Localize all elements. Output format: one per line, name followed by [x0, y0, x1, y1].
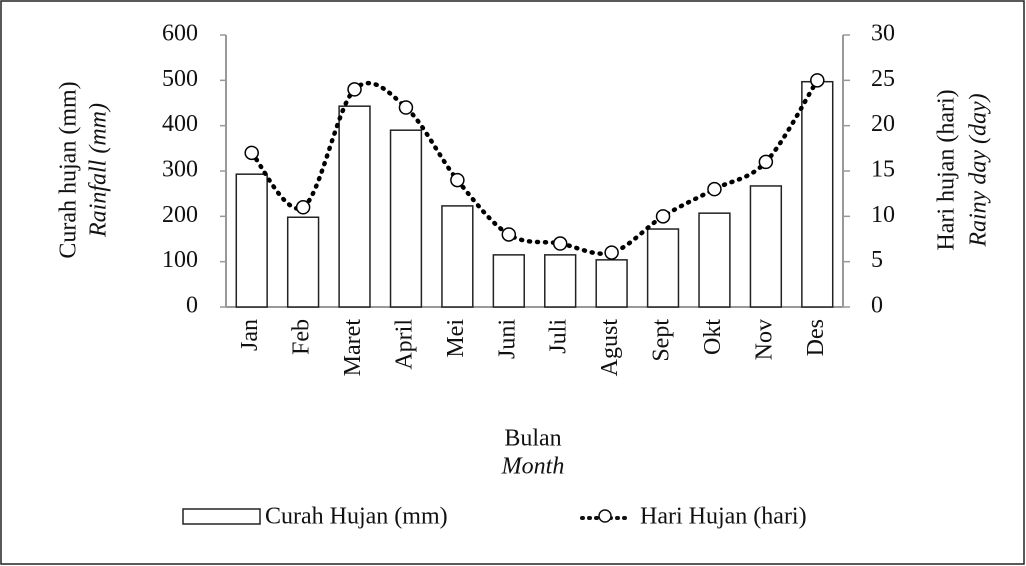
legend-label: Hari Hujan (hari) — [640, 504, 807, 530]
y2-tick-label: 20 — [871, 111, 895, 137]
y-tick-label: 100 — [162, 247, 198, 273]
bar — [389, 129, 423, 308]
bar — [441, 205, 474, 308]
point — [244, 145, 259, 161]
x-label-en: Month — [501, 454, 565, 480]
y-tick-label: 300 — [162, 157, 198, 183]
x-tick-label: Sept — [649, 319, 675, 362]
x-tick-label: April — [391, 319, 417, 370]
y-tick-label: 200 — [162, 202, 198, 228]
legend-swatch-bar — [182, 508, 261, 525]
x-tick-label: Nov — [751, 319, 777, 360]
y-label-en-group: Rainfall (mm) — [86, 103, 112, 238]
x-tick-label: Juni — [494, 319, 520, 359]
point — [398, 100, 414, 115]
y2-tick-label: 15 — [871, 157, 895, 183]
bar — [646, 228, 680, 308]
bar — [492, 254, 525, 308]
x-tick-label: Des — [803, 319, 829, 356]
bar — [595, 259, 628, 308]
legend-swatch-marker — [598, 509, 612, 523]
y-tick-label: 500 — [162, 66, 198, 92]
y2-tick-label: 30 — [871, 21, 895, 47]
x-tick-label: Juli — [546, 319, 572, 354]
y-tick-label: 600 — [162, 21, 198, 47]
bar — [338, 105, 371, 308]
x-label: Bulan — [504, 426, 561, 452]
y2-tick-label: 25 — [871, 66, 895, 92]
x-tick-label: Okt — [700, 319, 726, 355]
bar — [698, 212, 731, 308]
y-tick-label: 0 — [186, 293, 198, 319]
bar — [544, 254, 577, 308]
y2-label-group: Hari hujan (hari) — [934, 89, 960, 250]
y2-tick-label: 10 — [871, 202, 895, 228]
y-tick-label: 400 — [162, 111, 198, 137]
point — [552, 236, 568, 251]
point — [295, 200, 311, 215]
y-label: Curah hujan (mm) — [56, 81, 82, 258]
y2-label-en-group: Rainy day (day) — [966, 93, 992, 247]
y-label-en: Rainfall (mm) — [86, 103, 112, 238]
x-tick-label: Mei — [443, 319, 469, 358]
point — [707, 181, 722, 197]
legend-label: Curah Hujan (mm) — [265, 504, 448, 530]
y2-label-en: Rainy day (day) — [966, 93, 992, 247]
x-tick-label: Agust — [597, 319, 623, 377]
y2-tick-label: 0 — [871, 293, 883, 319]
y2-tick-label: 5 — [871, 247, 883, 273]
y2-label: Hari hujan (hari) — [934, 89, 960, 250]
point — [604, 245, 619, 260]
bar — [801, 80, 834, 308]
point — [450, 172, 465, 188]
point — [655, 209, 671, 224]
point — [810, 73, 825, 88]
bar — [286, 216, 320, 308]
point — [347, 82, 362, 97]
bar — [749, 185, 783, 308]
x-tick-label: Jan — [237, 319, 263, 351]
point — [501, 227, 517, 242]
point — [758, 154, 774, 170]
bar — [235, 173, 268, 308]
x-tick-label: Maret — [340, 319, 366, 377]
x-tick-label: Feb — [289, 319, 315, 355]
y-label-group: Curah hujan (mm) — [56, 81, 82, 258]
